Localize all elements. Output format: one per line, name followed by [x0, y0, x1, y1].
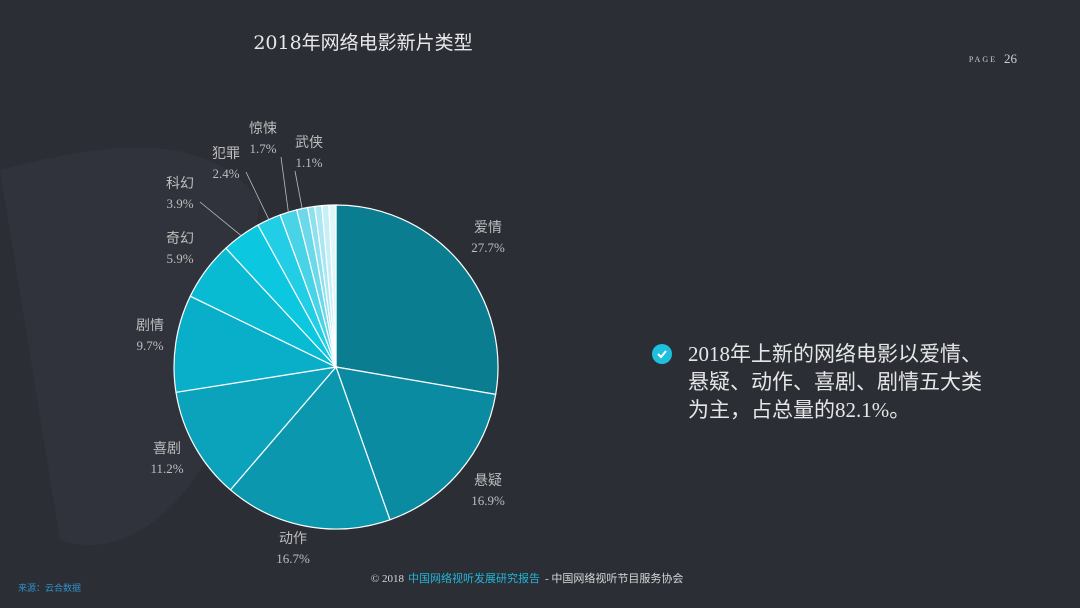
leader-line — [199, 201, 242, 236]
footer-suffix: - 中国网络视听节目服务协会 — [545, 571, 683, 585]
callout-line: 2018年上新的网络电影以爱情、 — [688, 342, 982, 366]
leader-line — [245, 171, 270, 220]
value-label: 9.7% — [136, 338, 163, 353]
pie-slice — [335, 366, 497, 521]
slice-label: 剧情 — [136, 318, 164, 334]
callout: 2018年上新的网络电影以爱情、 悬疑、动作、喜剧、剧情五大类 为主，占总量的82.… — [652, 340, 982, 424]
slice-label: 武侠 — [295, 135, 323, 151]
value-label: 16.7% — [276, 551, 310, 566]
chart-title: 2018年网络电影新片类型 — [253, 32, 472, 54]
pie-slice — [229, 365, 391, 530]
slice-label: 犯罪 — [212, 146, 240, 162]
value-label: 5.9% — [166, 251, 193, 266]
footer-prefix: © 2018 中国网络视听发展研究报告 — [371, 571, 540, 585]
slice-label: 奇幻 — [166, 230, 194, 247]
page-number: 26 — [1004, 51, 1018, 66]
slice-label: 悬疑 — [474, 473, 502, 489]
value-label: 2.4% — [212, 166, 239, 181]
callout-line: 为主，占总量的82.1%。 — [688, 398, 911, 422]
check-mark — [657, 350, 667, 359]
pie-slice — [328, 204, 337, 368]
value-label: 16.9% — [471, 493, 505, 508]
footer-prefix: © 2018 — [371, 573, 405, 585]
pie-slice — [175, 366, 338, 491]
slice-label: 动作 — [279, 531, 307, 547]
slice-label: 惊悚 — [249, 121, 277, 137]
check-icon — [652, 344, 672, 364]
slice-label: 爱情 — [474, 220, 502, 236]
footer-report: 中国网络视听发展研究报告 — [408, 571, 540, 585]
page-label: PAGE — [969, 55, 997, 64]
slice-label: 喜剧 — [153, 441, 181, 457]
callout-line: 悬疑、动作、喜剧、剧情五大类 — [688, 370, 982, 394]
leader-line — [294, 170, 303, 209]
value-label: 1.7% — [249, 141, 276, 156]
value-label: 11.2% — [150, 461, 183, 476]
pie-slice — [173, 295, 338, 394]
leader-line — [280, 156, 289, 213]
slice-label: 科幻 — [166, 176, 194, 192]
source: 来源：云合数据 — [18, 582, 81, 594]
pie-slice — [335, 204, 499, 396]
value-label: 3.9% — [166, 196, 193, 211]
value-label: 27.7% — [471, 240, 505, 255]
value-label: 1.1% — [295, 155, 322, 170]
